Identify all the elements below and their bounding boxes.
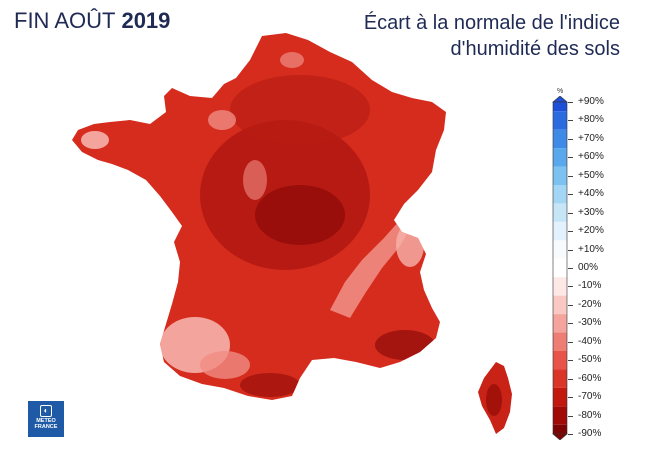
- legend-tick: [568, 304, 573, 306]
- legend-label: +70%: [578, 132, 604, 144]
- dark-patch-center: [255, 185, 345, 245]
- legend-label: -30%: [578, 317, 602, 329]
- legend-swatch: [553, 369, 567, 388]
- light-patch-brittany: [81, 131, 109, 149]
- corsica-dark-patch: [486, 384, 502, 416]
- legend-swatch: [553, 185, 567, 204]
- legend-swatch: [553, 203, 567, 222]
- legend-tick: [568, 194, 573, 196]
- legend-unit: %: [557, 88, 564, 95]
- legend-tick: [568, 212, 573, 214]
- legend-tick: [568, 415, 573, 417]
- legend-label: +80%: [578, 114, 604, 126]
- legend-swatch: [553, 387, 567, 407]
- legend-tick: [568, 434, 573, 435]
- map-subtitle: Écart à la normale de l'indice d'humidit…: [300, 10, 620, 62]
- legend-swatch: [553, 240, 567, 259]
- map-legend: % +90% +80% +70% +60% +50% +40% +30% +20% +10% 00…: [548, 88, 648, 450]
- legend-label: -20%: [578, 298, 602, 310]
- legend-tick: [568, 268, 573, 269]
- legend-label: +40%: [578, 188, 604, 200]
- legend-swatch: [553, 332, 567, 351]
- legend-arrow-down: [552, 433, 568, 440]
- legend-tick: [568, 397, 573, 399]
- legend-tick: [568, 175, 573, 177]
- legend-label: +50%: [578, 169, 604, 181]
- light-patch-north: [280, 52, 304, 68]
- legend-swatch: [553, 351, 567, 370]
- legend-swatch: [553, 129, 567, 149]
- legend-label: +30%: [578, 206, 604, 218]
- legend-tick: [568, 360, 573, 362]
- legend-label: +20%: [578, 225, 604, 237]
- legend-tick: [568, 286, 573, 288]
- title-year: 2019: [121, 8, 171, 33]
- legend-arrow-up: [552, 96, 568, 103]
- dry-core-north: [230, 75, 370, 145]
- light-patch-west: [243, 160, 267, 200]
- light-patch-southwest-2: [200, 351, 250, 379]
- map-title: FIN AOÛT 2019: [14, 8, 170, 34]
- subtitle-line-1: Écart à la normale de l'indice: [363, 12, 620, 34]
- logo-line-2: FRANCE: [34, 424, 58, 430]
- legend-tick: [568, 138, 573, 140]
- dark-patch-southeast: [375, 330, 435, 360]
- legend-swatch: [553, 221, 567, 241]
- legend-label: 00%: [578, 262, 599, 273]
- legend-swatch: [553, 406, 567, 425]
- legend-label: -50%: [578, 354, 602, 366]
- legend-tick: [568, 378, 573, 380]
- legend-swatch: [553, 295, 567, 315]
- legend-label: -70%: [578, 391, 602, 403]
- legend-color-bar: [552, 96, 568, 440]
- legend-tick: [568, 157, 573, 159]
- title-period: FIN AOÛT: [14, 8, 116, 33]
- france-map: [72, 33, 512, 434]
- logo-line-1: METEO: [36, 418, 56, 424]
- light-band-rhone: [330, 220, 414, 318]
- legend-swatch: [553, 102, 567, 112]
- legend-label: -90%: [578, 428, 602, 439]
- light-patch-alps: [396, 223, 424, 267]
- legend-tick: [568, 249, 573, 251]
- legend-label: -10%: [578, 280, 602, 292]
- dark-patch-pyrenees: [240, 373, 300, 397]
- legend-tick: [568, 341, 573, 343]
- legend-swatch: [553, 258, 567, 278]
- legend-tick: [568, 323, 573, 325]
- legend-swatch: [553, 424, 567, 434]
- legend-swatch: [553, 166, 567, 185]
- legend-swatch: [553, 314, 567, 333]
- legend-tick: [568, 120, 573, 122]
- meteo-france-logo: ◐ METEO FRANCE: [28, 401, 64, 437]
- legend-label: +90%: [578, 96, 604, 107]
- legend-swatch: [553, 277, 567, 296]
- legend-label: +60%: [578, 151, 604, 163]
- legend-label: -80%: [578, 409, 602, 421]
- subtitle-line-2: d'humidité des sols: [450, 38, 620, 60]
- meteo-france-emblem-icon: ◐: [40, 405, 52, 417]
- legend-label: -60%: [578, 372, 602, 384]
- legend-tick: [568, 102, 573, 103]
- legend-label: +10%: [578, 243, 604, 255]
- light-patch-normandy: [208, 110, 236, 130]
- legend-tick: [568, 231, 573, 233]
- legend-swatch: [553, 148, 567, 167]
- legend-swatch: [553, 111, 567, 130]
- legend-label: -40%: [578, 335, 602, 347]
